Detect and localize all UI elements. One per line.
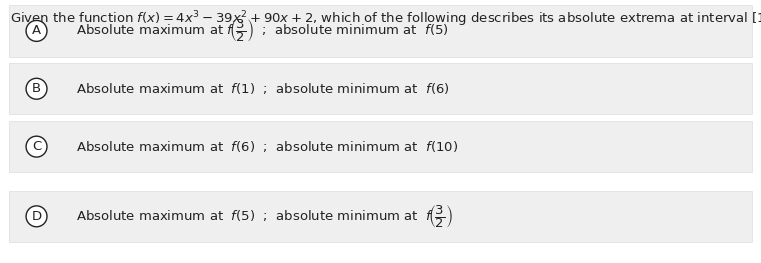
Text: D: D [31,210,42,223]
FancyBboxPatch shape [9,63,752,114]
FancyBboxPatch shape [9,5,752,57]
Text: Given the function $f(x)=4x^3-39x^2+90x+2$, which of the following describes its: Given the function $f(x)=4x^3-39x^2+90x+… [10,9,761,29]
FancyBboxPatch shape [9,121,752,172]
Text: Absolute maximum at  $f(5)$  ;  absolute minimum at  $f\!\left(\dfrac{3}{2}\righ: Absolute maximum at $f(5)$ ; absolute mi… [76,203,453,230]
FancyBboxPatch shape [9,191,752,242]
Text: C: C [32,140,41,153]
Text: Absolute maximum at $f\!\left(\dfrac{3}{2}\right)$  ;  absolute minimum at  $f(5: Absolute maximum at $f\!\left(\dfrac{3}{… [76,17,449,44]
Text: Absolute maximum at  $f(1)$  ;  absolute minimum at  $f(6)$: Absolute maximum at $f(1)$ ; absolute mi… [76,81,450,96]
Text: B: B [32,82,41,95]
Text: A: A [32,24,41,37]
Text: Absolute maximum at  $f(6)$  ;  absolute minimum at  $f(10)$: Absolute maximum at $f(6)$ ; absolute mi… [76,139,458,154]
